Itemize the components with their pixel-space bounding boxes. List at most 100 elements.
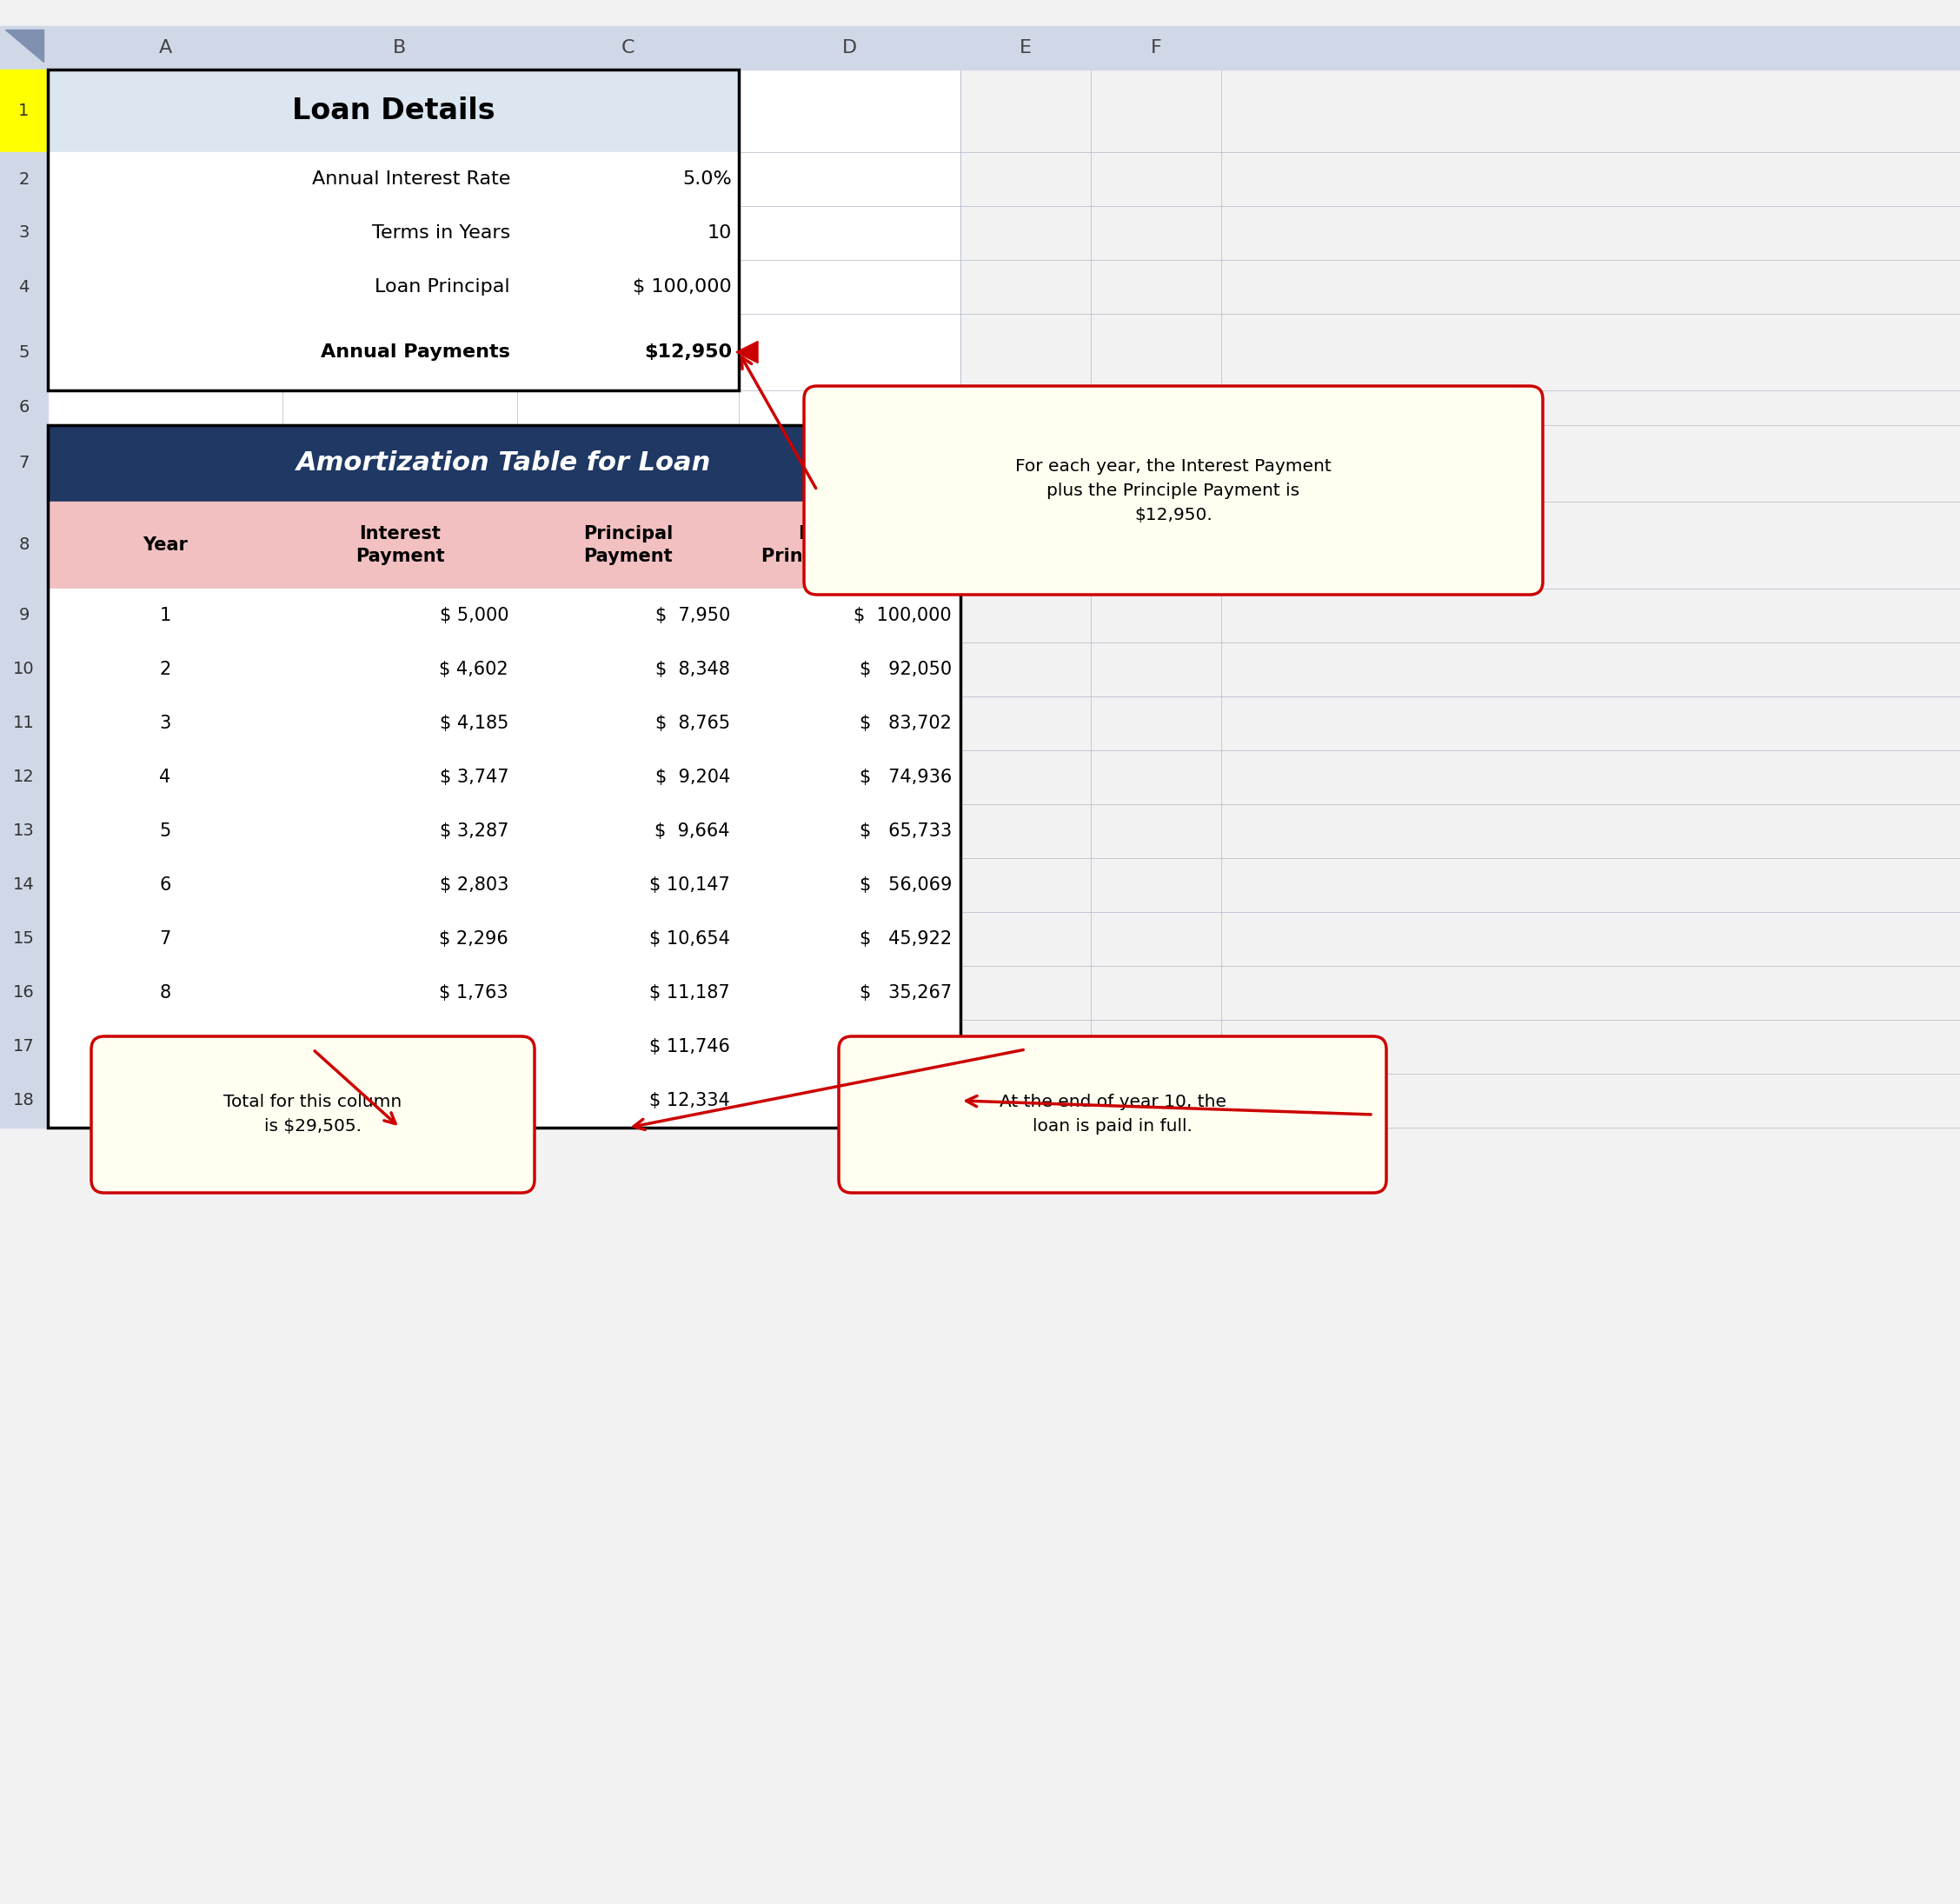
Text: $  8,348: $ 8,348 — [655, 661, 731, 678]
Bar — [517, 750, 739, 803]
Text: B: B — [394, 40, 406, 57]
Text: $  9,204: $ 9,204 — [655, 769, 731, 786]
Text: E: E — [1019, 40, 1031, 57]
Text: 13: 13 — [14, 823, 35, 840]
Bar — [0, 27, 47, 1127]
Bar — [47, 501, 282, 588]
Text: $ 11,746: $ 11,746 — [649, 1038, 731, 1055]
Bar — [47, 152, 517, 206]
Bar — [517, 588, 739, 642]
Bar — [739, 965, 960, 1021]
Text: Beginning
Principal Balance: Beginning Principal Balance — [760, 526, 937, 565]
Text: D: D — [843, 40, 857, 57]
Bar — [0, 425, 47, 501]
Bar — [517, 261, 739, 314]
Text: 1: 1 — [159, 607, 171, 625]
Text: $ 2,803: $ 2,803 — [439, 876, 508, 893]
Bar — [47, 697, 282, 750]
Text: For each year, the Interest Payment
plus the Principle Payment is
$12,950.: For each year, the Interest Payment plus… — [1015, 457, 1331, 524]
Text: $   24,080: $ 24,080 — [860, 1038, 953, 1055]
Text: $ 100,000: $ 100,000 — [633, 278, 731, 295]
Bar — [0, 390, 47, 425]
Bar — [282, 1074, 517, 1127]
Text: $  7,950: $ 7,950 — [655, 607, 731, 625]
Text: Annual Payments: Annual Payments — [321, 343, 510, 360]
Bar — [282, 965, 517, 1021]
Text: 8: 8 — [18, 537, 29, 554]
Text: Annual Interest Rate: Annual Interest Rate — [312, 169, 510, 188]
Text: 18: 18 — [14, 1093, 35, 1108]
Text: Total for this column
is $29,505.: Total for this column is $29,505. — [223, 1095, 402, 1135]
Bar — [47, 425, 960, 501]
Bar — [739, 1021, 960, 1074]
Text: 5.0%: 5.0% — [682, 169, 731, 188]
Bar — [0, 152, 47, 206]
Bar — [282, 588, 517, 642]
Text: $ 4,185: $ 4,185 — [439, 714, 508, 731]
Bar — [0, 588, 47, 642]
Bar — [517, 912, 739, 965]
Bar — [517, 965, 739, 1021]
Bar — [739, 750, 960, 803]
Bar — [517, 314, 739, 390]
Polygon shape — [737, 341, 759, 364]
Text: 17: 17 — [14, 1038, 35, 1055]
Bar — [0, 1074, 47, 1127]
Bar — [0, 206, 47, 261]
Text: Terms in Years: Terms in Years — [372, 225, 510, 242]
Bar — [739, 501, 960, 588]
Bar — [739, 859, 960, 912]
Bar — [0, 1021, 47, 1074]
Text: 10: 10 — [153, 1093, 176, 1110]
Bar — [47, 206, 517, 261]
Text: 1: 1 — [18, 103, 29, 120]
Bar — [0, 70, 47, 152]
Bar — [739, 642, 960, 697]
Bar — [0, 27, 1960, 70]
Text: C: C — [621, 40, 635, 57]
Bar — [47, 803, 282, 859]
Bar — [282, 501, 517, 588]
Text: 16: 16 — [14, 984, 35, 1002]
Text: $ 12,334: $ 12,334 — [649, 1093, 731, 1110]
Text: $  8,765: $ 8,765 — [655, 714, 731, 731]
Bar — [47, 588, 282, 642]
Bar — [47, 1021, 282, 1074]
Text: 6: 6 — [18, 400, 29, 415]
Text: $ 1,204: $ 1,204 — [439, 1038, 508, 1055]
Text: 8: 8 — [159, 984, 171, 1002]
Bar — [0, 965, 47, 1021]
Bar — [517, 206, 739, 261]
Bar — [517, 697, 739, 750]
Text: Interest
Payment: Interest Payment — [355, 526, 445, 565]
Text: 10: 10 — [14, 661, 35, 678]
Bar — [517, 501, 739, 588]
Text: Loan Details: Loan Details — [292, 97, 494, 126]
Text: $    617: $ 617 — [439, 1093, 508, 1110]
Text: $ 4,602: $ 4,602 — [439, 661, 508, 678]
Bar — [0, 912, 47, 965]
Bar — [0, 261, 47, 314]
Text: $ 2,296: $ 2,296 — [439, 931, 508, 948]
Bar — [282, 803, 517, 859]
Text: $ 10,654: $ 10,654 — [649, 931, 731, 948]
Text: $  100,000: $ 100,000 — [855, 607, 953, 625]
Bar — [47, 750, 282, 803]
Text: $   83,702: $ 83,702 — [860, 714, 953, 731]
Text: 3: 3 — [18, 225, 29, 242]
Bar — [282, 1021, 517, 1074]
Text: $ 11,187: $ 11,187 — [649, 984, 731, 1002]
Text: 2: 2 — [159, 661, 171, 678]
Bar — [517, 803, 739, 859]
Bar — [47, 859, 282, 912]
Text: Loan Principal: Loan Principal — [374, 278, 510, 295]
FancyBboxPatch shape — [92, 1036, 535, 1192]
Text: 10: 10 — [708, 225, 731, 242]
Bar — [517, 1074, 739, 1127]
Bar — [739, 697, 960, 750]
Bar — [517, 1021, 739, 1074]
Text: Amortization Table for Loan: Amortization Table for Loan — [296, 451, 711, 476]
Bar — [739, 912, 960, 965]
Text: 4: 4 — [159, 769, 171, 786]
Text: 14: 14 — [14, 878, 35, 893]
